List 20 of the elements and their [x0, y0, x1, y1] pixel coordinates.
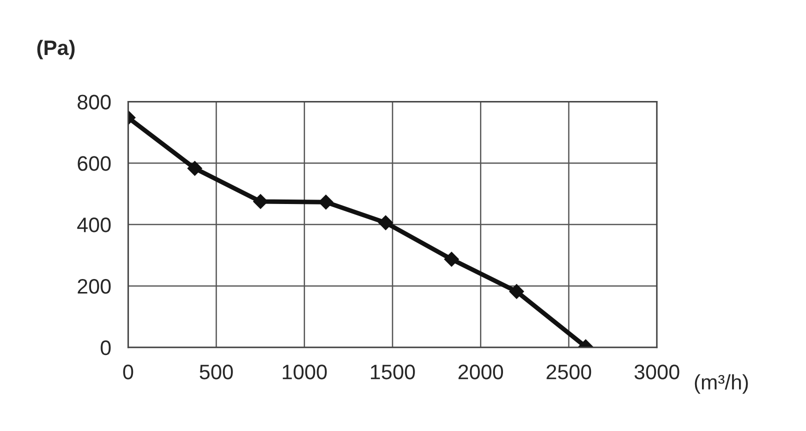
y-tick-label: 600 — [78, 156, 111, 171]
point — [253, 194, 268, 209]
point — [378, 215, 394, 230]
y-axis-title: (Pa) — [37, 40, 75, 60]
x-tick-label: 2000 — [458, 364, 504, 380]
x-tick-label: 1000 — [282, 364, 327, 380]
point — [509, 284, 524, 299]
y-tick-label: 200 — [78, 278, 111, 294]
x-tick-label: 1500 — [370, 364, 415, 380]
y-tick-label: 800 — [78, 94, 111, 110]
point — [318, 194, 334, 210]
x-tick-label: 3000 — [634, 364, 680, 380]
x-tick-label: 500 — [200, 364, 233, 380]
y-tick-label: 400 — [77, 218, 111, 232]
point — [444, 252, 459, 267]
point — [187, 160, 202, 176]
x-tick-label: 2500 — [546, 364, 592, 380]
y-tick-label: 0 — [100, 340, 111, 356]
x-axis-title: (m³/h) — [694, 374, 748, 394]
x-tick-label: 0 — [123, 364, 134, 380]
